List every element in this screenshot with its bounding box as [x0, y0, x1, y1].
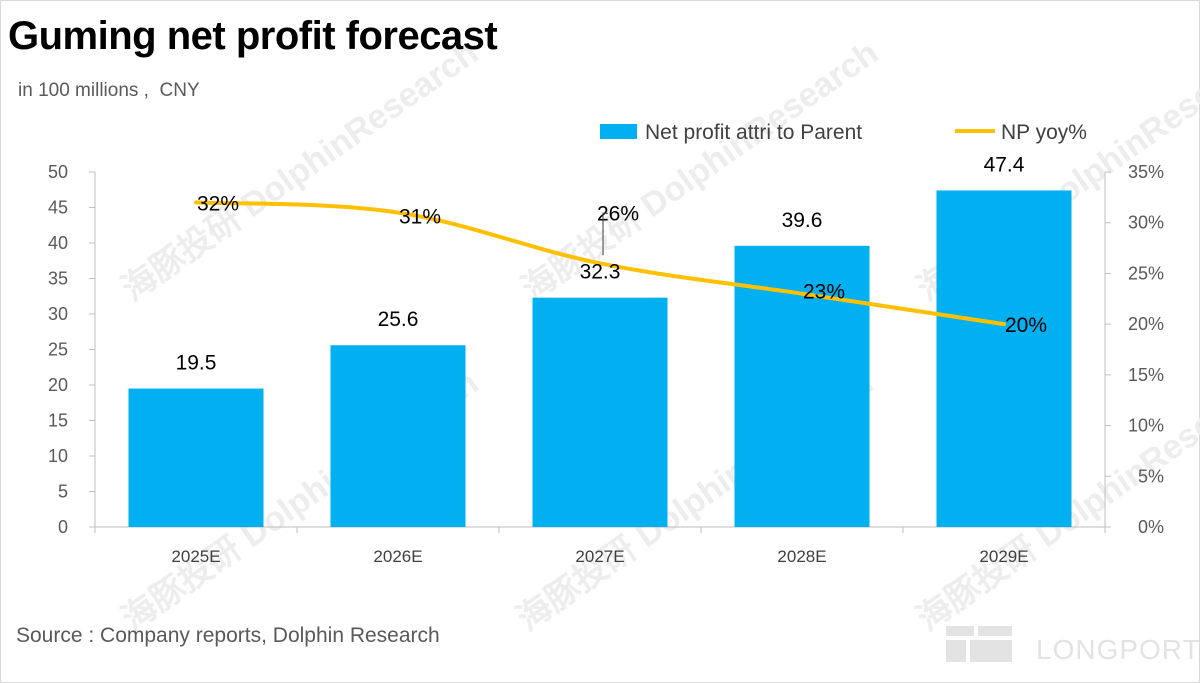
- y-left-tick-label: 0: [58, 517, 68, 537]
- bar: [330, 345, 466, 527]
- y-left-tick-label: 45: [48, 198, 68, 218]
- y-left-tick-label: 25: [48, 340, 68, 360]
- y-right-tick-label: 0%: [1138, 517, 1164, 537]
- chart-title: Guming net profit forecast: [8, 14, 498, 58]
- y-left-tick-label: 10: [48, 446, 68, 466]
- legend-label-line: NP yoy%: [1001, 121, 1087, 144]
- chart-subtitle: in 100 millions , CNY: [18, 80, 200, 101]
- x-tick-label: 2027E: [575, 547, 624, 566]
- line-data-label: 26%: [597, 202, 639, 225]
- line-data-label: 32%: [197, 192, 239, 215]
- bar-series: [128, 190, 1072, 527]
- legend-swatch-bar: [600, 124, 637, 139]
- y-left-tick-label: 15: [48, 411, 68, 431]
- y-left-tick-label: 50: [48, 162, 68, 182]
- longport-logo-icon: [946, 626, 1012, 662]
- y-right-tick-label: 10%: [1128, 416, 1164, 436]
- line-data-label: 20%: [1005, 314, 1047, 337]
- bar-data-label: 25.6: [378, 308, 419, 331]
- y-right-tick-label: 5%: [1138, 466, 1164, 486]
- chart-source: Source : Company reports, Dolphin Resear…: [16, 624, 440, 647]
- bar: [936, 190, 1072, 527]
- y-right-tick-label: 20%: [1128, 314, 1164, 334]
- brand-logo: LONGPORT: [946, 622, 1200, 666]
- y-right-tick-label: 35%: [1128, 162, 1164, 182]
- legend-label-bar: Net profit attri to Parent: [645, 121, 862, 144]
- x-tick-label: 2026E: [373, 547, 422, 566]
- bar: [532, 297, 668, 527]
- bar-data-label: 32.3: [580, 261, 621, 284]
- y-left-tick-label: 30: [48, 304, 68, 324]
- bar-data-label: 19.5: [176, 352, 217, 375]
- line-data-label: 23%: [803, 281, 845, 304]
- x-tick-label: 2025E: [171, 547, 220, 566]
- brand-name: LONGPORT: [1036, 634, 1200, 665]
- y-left-tick-label: 20: [48, 375, 68, 395]
- line-data-label: 31%: [399, 206, 441, 229]
- x-tick-label: 2028E: [777, 547, 826, 566]
- y-right-tick-label: 15%: [1128, 365, 1164, 385]
- data-labels: 19.5 25.6 32.3 39.6 47.4 32% 31% 26% 23% 20%: [176, 153, 1047, 374]
- bar: [128, 388, 264, 527]
- y-left-tick-label: 35: [48, 269, 68, 289]
- x-tick-label: 2029E: [979, 547, 1028, 566]
- bar-data-label: 47.4: [984, 153, 1025, 176]
- y-right-tick-label: 30%: [1128, 213, 1164, 233]
- line-series: [194, 200, 1006, 327]
- bar-data-label: 39.6: [782, 209, 823, 232]
- legend: Net profit attri to Parent NP yoy%: [600, 121, 1087, 144]
- y-left-tick-label: 5: [58, 482, 68, 502]
- y-left-tick-label: 40: [48, 233, 68, 253]
- y-right-tick-label: 25%: [1128, 263, 1164, 283]
- label-leader-line: [602, 212, 608, 256]
